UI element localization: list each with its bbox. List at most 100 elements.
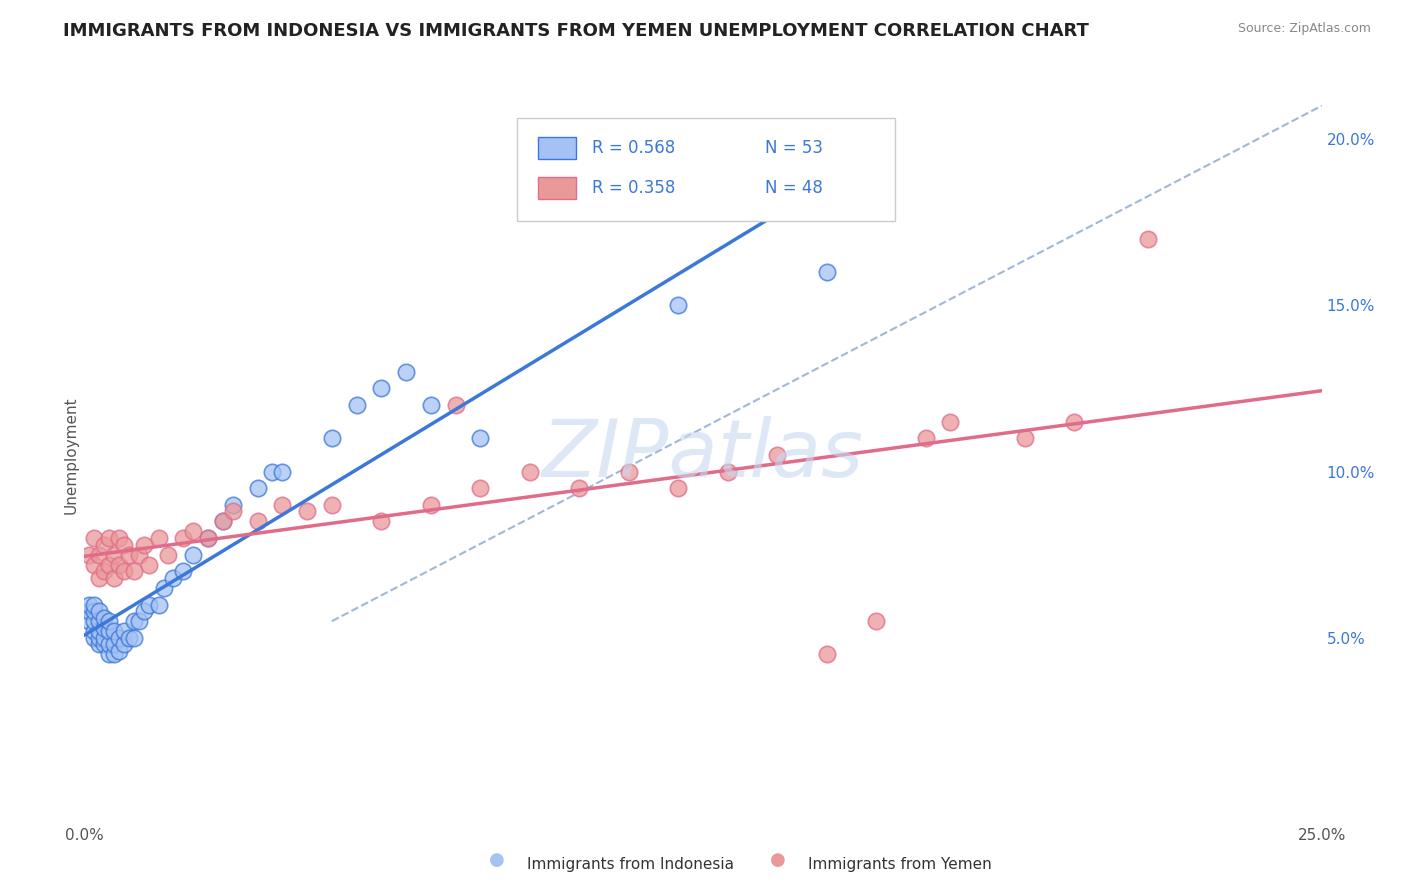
Point bbox=[132, 538, 155, 552]
Text: N = 48: N = 48 bbox=[765, 179, 823, 197]
Point bbox=[162, 571, 184, 585]
Text: ZIPatlas: ZIPatlas bbox=[541, 416, 865, 494]
Point bbox=[666, 481, 689, 495]
Point bbox=[197, 531, 219, 545]
Point bbox=[212, 515, 235, 529]
Point bbox=[83, 624, 105, 639]
Point bbox=[519, 465, 541, 479]
Point bbox=[1137, 232, 1160, 246]
Point bbox=[568, 481, 591, 495]
Point bbox=[346, 398, 368, 412]
Point bbox=[222, 504, 245, 518]
Point bbox=[83, 558, 105, 572]
Point bbox=[93, 637, 115, 651]
Point bbox=[717, 465, 740, 479]
Point bbox=[419, 498, 441, 512]
Point bbox=[766, 448, 789, 462]
Point bbox=[262, 465, 284, 479]
Point bbox=[89, 637, 111, 651]
Point bbox=[152, 581, 174, 595]
Point bbox=[617, 465, 640, 479]
Point bbox=[122, 614, 145, 628]
Point bbox=[815, 265, 838, 279]
Point bbox=[89, 571, 111, 585]
Point bbox=[246, 481, 269, 495]
Point bbox=[370, 515, 392, 529]
Point bbox=[98, 614, 121, 628]
Point bbox=[83, 631, 105, 645]
Point bbox=[197, 531, 219, 545]
Point bbox=[444, 398, 467, 412]
Point bbox=[93, 621, 115, 635]
Text: Immigrants from Yemen: Immigrants from Yemen bbox=[808, 857, 993, 872]
Point bbox=[112, 538, 135, 552]
Point bbox=[79, 548, 101, 562]
Point bbox=[108, 644, 131, 658]
Point bbox=[79, 598, 101, 612]
Point bbox=[112, 637, 135, 651]
Point bbox=[103, 637, 125, 651]
Point bbox=[103, 571, 125, 585]
FancyBboxPatch shape bbox=[538, 177, 575, 199]
Point bbox=[89, 614, 111, 628]
Point bbox=[98, 648, 121, 662]
FancyBboxPatch shape bbox=[538, 136, 575, 159]
Point bbox=[108, 631, 131, 645]
Point bbox=[79, 614, 101, 628]
Point bbox=[103, 648, 125, 662]
Point bbox=[89, 624, 111, 639]
Point bbox=[89, 631, 111, 645]
Point bbox=[98, 531, 121, 545]
Point bbox=[271, 498, 294, 512]
Text: Immigrants from Indonesia: Immigrants from Indonesia bbox=[527, 857, 734, 872]
Text: Source: ZipAtlas.com: Source: ZipAtlas.com bbox=[1237, 22, 1371, 36]
Point bbox=[148, 598, 170, 612]
Text: N = 53: N = 53 bbox=[765, 139, 823, 157]
Point bbox=[89, 604, 111, 618]
Point bbox=[271, 465, 294, 479]
Point bbox=[128, 614, 150, 628]
FancyBboxPatch shape bbox=[517, 119, 894, 221]
Point bbox=[103, 624, 125, 639]
Point bbox=[222, 498, 245, 512]
Point bbox=[295, 504, 318, 518]
Point bbox=[370, 381, 392, 395]
Point bbox=[93, 538, 115, 552]
Point bbox=[181, 548, 204, 562]
Point bbox=[98, 624, 121, 639]
Point bbox=[103, 548, 125, 562]
Point bbox=[112, 564, 135, 578]
Point bbox=[122, 564, 145, 578]
Point bbox=[83, 598, 105, 612]
Point bbox=[246, 515, 269, 529]
Point bbox=[470, 481, 492, 495]
Point bbox=[112, 624, 135, 639]
Point bbox=[83, 604, 105, 618]
Point bbox=[914, 431, 936, 445]
Point bbox=[98, 637, 121, 651]
Point bbox=[98, 558, 121, 572]
Point bbox=[212, 515, 235, 529]
Point bbox=[83, 614, 105, 628]
Point bbox=[79, 604, 101, 618]
Text: R = 0.358: R = 0.358 bbox=[592, 179, 675, 197]
Point bbox=[148, 531, 170, 545]
Point bbox=[138, 598, 160, 612]
Point bbox=[395, 365, 418, 379]
Text: ●: ● bbox=[489, 851, 505, 869]
Point bbox=[172, 531, 194, 545]
Point bbox=[122, 631, 145, 645]
Text: R = 0.568: R = 0.568 bbox=[592, 139, 675, 157]
Point bbox=[132, 604, 155, 618]
Point bbox=[470, 431, 492, 445]
Point bbox=[108, 531, 131, 545]
Point bbox=[93, 631, 115, 645]
Point bbox=[93, 564, 115, 578]
Y-axis label: Unemployment: Unemployment bbox=[63, 396, 79, 514]
Point bbox=[865, 614, 887, 628]
Point bbox=[181, 524, 204, 539]
Point bbox=[815, 648, 838, 662]
Point bbox=[118, 631, 141, 645]
Point bbox=[157, 548, 180, 562]
Point bbox=[419, 398, 441, 412]
